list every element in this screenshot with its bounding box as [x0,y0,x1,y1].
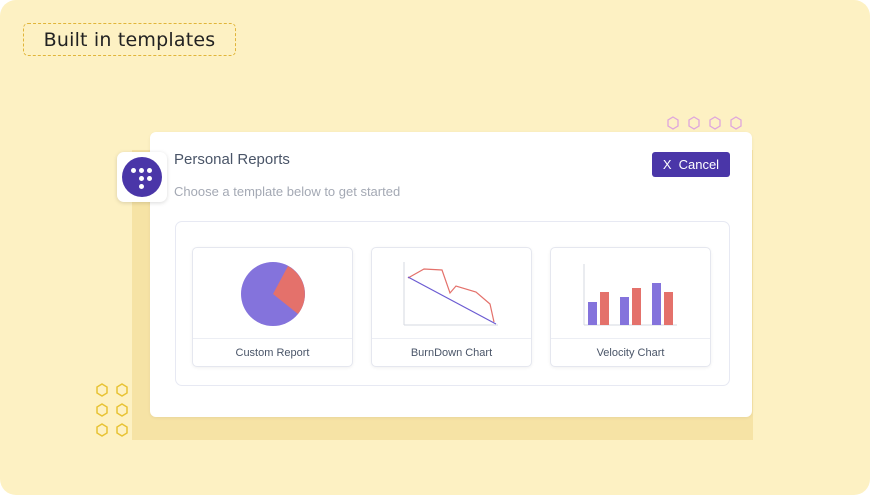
burndown-chart-icon [372,248,531,338]
pie-chart-icon [193,248,352,338]
template-card-velocity-chart[interactable]: Velocity Chart [550,247,711,367]
cancel-button-label: Cancel [678,157,720,172]
close-icon: X [662,157,672,172]
app-logo-icon [122,157,162,197]
template-card-label: Velocity Chart [596,347,665,359]
built-in-templates-label: Built in templates [23,23,236,56]
template-card-label: Custom Report [235,347,310,359]
dialog-subtitle: Choose a template below to get started [174,184,401,199]
dialog-title: Personal Reports [174,151,290,168]
template-card-burndown-chart[interactable]: BurnDown Chart [371,247,532,367]
app-logo [117,152,167,202]
template-card-label: BurnDown Chart [410,347,493,359]
cancel-button[interactable]: X Cancel [652,152,730,177]
velocity-bar-chart-icon [551,248,710,338]
template-card-custom-report[interactable]: Custom Report [192,247,353,367]
hexagon-pattern-pink [666,115,744,131]
